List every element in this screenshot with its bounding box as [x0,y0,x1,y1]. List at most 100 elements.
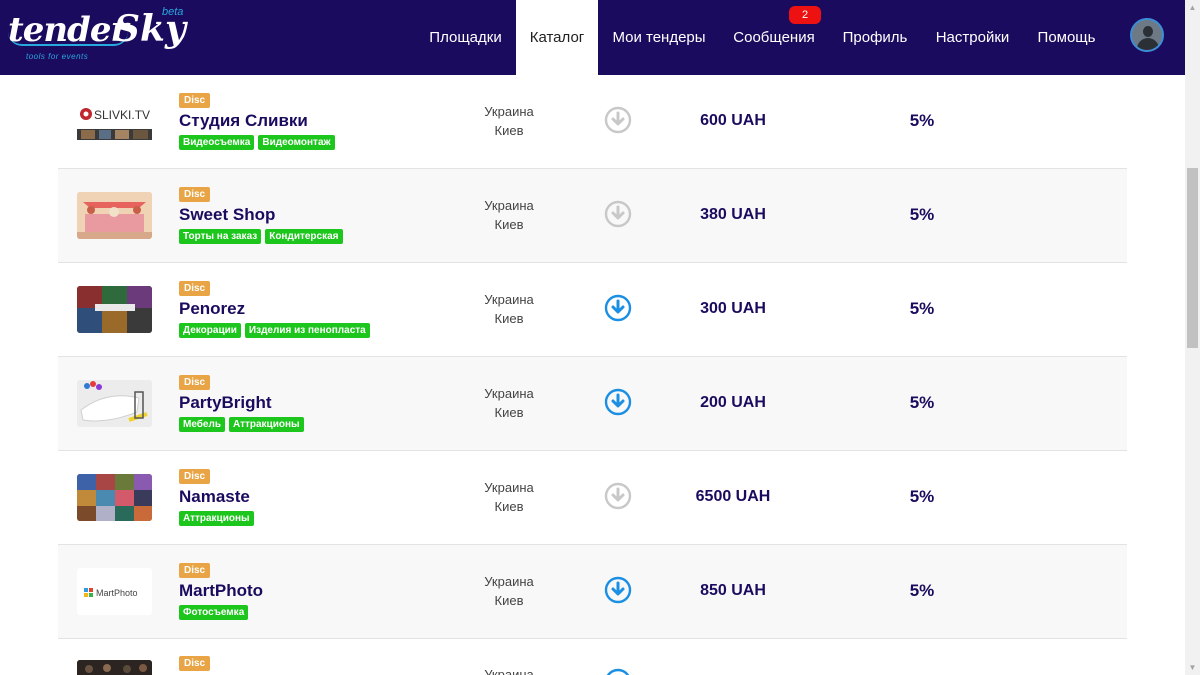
location-country: Украина [484,198,534,213]
category-tag[interactable]: Декорации [179,323,241,338]
page-scrollbar[interactable]: ▲ ▼ [1185,0,1200,675]
slivki-logo-image: SLIVKI.TV [77,108,152,140]
nav-help[interactable]: Помощь [1024,0,1109,75]
nav-settings[interactable]: Настройки [922,0,1023,75]
vendor-location: Украина Киев [468,384,550,422]
vendor-thumbnail[interactable] [77,192,152,239]
nav-catalog[interactable]: Каталог [516,0,598,75]
category-tag[interactable]: Изделия из пенопласта [244,323,370,338]
vendor-price: 600 UAH [700,112,766,129]
vendor-name[interactable]: Penorez [179,299,246,318]
location-city: Киев [494,593,524,608]
vendor-name[interactable]: Sweet Shop [179,205,276,224]
messages-count-badge: 2 [789,6,821,24]
avatar-head [1143,26,1153,37]
nav-profile-label: Профиль [842,29,908,46]
list-item[interactable]: Disc Украина [58,639,1127,675]
vendor-discount-percent: 5% [909,111,935,130]
category-tag[interactable]: Аттракционы [179,511,254,526]
vendor-discount-percent: 5% [909,393,935,412]
category-tag[interactable]: Аттракционы [229,417,304,432]
nav-my-tenders[interactable]: Мои тендеры [599,0,719,75]
scroll-down-arrow-icon[interactable]: ▼ [1188,663,1197,672]
list-item[interactable]: Disc Namaste Аттракционы Украина Киев 65… [58,451,1127,545]
discount-badge: Disc [179,375,211,390]
category-tag[interactable]: Видеомонтаж [258,135,335,150]
location-country: Украина [484,292,534,307]
category-tag[interactable]: Кондитерская [265,229,343,244]
vendor-name[interactable]: MartPhoto [179,581,264,600]
nav-profile[interactable]: Профиль [830,0,920,75]
vendor-location: Украина Киев [468,572,550,610]
nav-help-label: Помощь [1037,29,1096,46]
vendor-thumbnail[interactable]: MartPhoto [77,568,152,615]
vendor-thumbnail[interactable] [77,660,152,675]
scrollbar-thumb[interactable] [1187,168,1198,348]
category-tag[interactable]: Видеосъемка [179,135,255,150]
vendor-name[interactable]: Namaste [179,487,250,506]
nav-messages[interactable]: Сообщения 2 [720,0,828,75]
vendor-discount-percent: 5% [909,205,935,224]
location-city: Киев [494,217,524,232]
list-item[interactable]: Disc Sweet Shop Торты на заказ Кондитерс… [58,169,1127,263]
download-circle-icon[interactable] [604,668,632,675]
location-country: Украина [484,386,534,401]
nav-venues-label: Площадки [429,29,502,46]
category-tag[interactable]: Торты на заказ [179,229,262,244]
download-circle-disabled-icon[interactable] [604,200,632,228]
discount-badge: Disc [179,93,211,108]
vendor-thumbnail[interactable]: SLIVKI.TV [77,98,152,145]
vendor-name[interactable]: PartyBright [179,393,272,412]
thumb-logo-text: SLIVKI.TV [94,108,150,122]
location-city: Киев [494,499,524,514]
download-circle-disabled-icon[interactable] [604,106,632,134]
partybright-photo [77,380,152,427]
sweet-shop-photo [77,192,152,239]
vendor-discount-percent: 5% [909,487,935,506]
nav-my-tenders-label: Мои тендеры [612,29,706,46]
penorez-photo [77,286,152,333]
location-country: Украина [484,574,534,589]
download-circle-icon[interactable] [604,388,632,416]
user-avatar-icon[interactable] [1130,18,1164,52]
vendor-tags: Торты на заказ Кондитерская [179,229,343,244]
category-tag[interactable]: Фотосъемка [179,605,249,620]
download-circle-icon[interactable] [604,576,632,604]
vendor-price: 380 UAH [700,206,766,223]
logo-text-sky: Sky [114,8,186,50]
vendor-tags: Мебель Аттракционы [179,417,304,432]
nav-catalog-label: Каталог [529,29,585,46]
list-item[interactable]: Disc PartyBright Мебель Аттракционы Укра… [58,357,1127,451]
vendor-price: 6500 UAH [695,488,771,505]
logo-beta-label: beta [162,6,184,18]
discount-badge: Disc [179,469,211,484]
vendor-location: Украина Киев [468,478,550,516]
location-country: Украина [484,104,534,119]
vendor-tags: Аттракционы [179,511,254,526]
list-item[interactable]: Disc Penorez Декорации Изделия из пенопл… [58,263,1127,357]
vendor-discount-percent: 5% [909,581,935,600]
vendor-location: Украина Киев [468,102,550,140]
vendor-thumbnail[interactable] [77,380,152,427]
list-item[interactable]: SLIVKI.TV Disc Студия Сливки Видеосъемка… [58,75,1127,169]
vendor-price: 200 UAH [700,394,766,411]
location-city: Киев [494,123,524,138]
vendor-thumbnail[interactable] [77,474,152,521]
vendor-name[interactable]: Студия Сливки [179,111,308,130]
vendor-thumbnail[interactable] [77,286,152,333]
scroll-up-arrow-icon[interactable]: ▲ [1188,3,1197,12]
category-tag[interactable]: Мебель [179,417,225,432]
vendor-price: 850 UAH [700,582,766,599]
location-country: Украина [484,480,534,495]
tendersky-logo[interactable]: tender Sky beta tools for events [6,4,186,70]
vendor-location: Украина [468,665,550,675]
nav-venues[interactable]: Площадки [416,0,515,75]
download-circle-disabled-icon[interactable] [604,482,632,510]
logo-tagline: tools for events [26,52,89,61]
discount-badge: Disc [179,563,211,578]
list-item[interactable]: MartPhoto Disc MartPhoto Фотосъемка Укра… [58,545,1127,639]
download-circle-icon[interactable] [604,294,632,322]
vendor-tags: Декорации Изделия из пенопласта [179,323,370,338]
discount-badge: Disc [179,281,211,296]
